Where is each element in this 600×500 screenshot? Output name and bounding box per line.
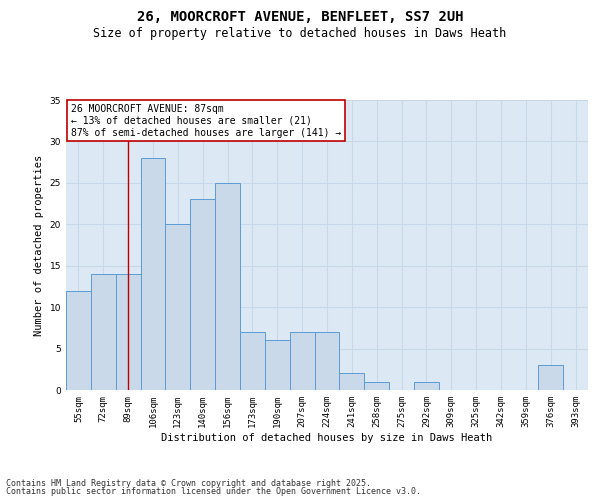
Bar — [538, 365, 563, 390]
Text: 26 MOORCROFT AVENUE: 87sqm
← 13% of detached houses are smaller (21)
87% of semi: 26 MOORCROFT AVENUE: 87sqm ← 13% of deta… — [71, 104, 341, 138]
Bar — [265, 340, 290, 390]
Bar — [116, 274, 140, 390]
Text: 26, MOORCROFT AVENUE, BENFLEET, SS7 2UH: 26, MOORCROFT AVENUE, BENFLEET, SS7 2UH — [137, 10, 463, 24]
Bar — [314, 332, 340, 390]
Y-axis label: Number of detached properties: Number of detached properties — [34, 154, 44, 336]
X-axis label: Distribution of detached houses by size in Daws Heath: Distribution of detached houses by size … — [161, 432, 493, 442]
Bar — [140, 158, 166, 390]
Bar — [66, 290, 91, 390]
Text: Contains public sector information licensed under the Open Government Licence v3: Contains public sector information licen… — [6, 487, 421, 496]
Bar — [340, 374, 364, 390]
Bar — [290, 332, 314, 390]
Text: Contains HM Land Registry data © Crown copyright and database right 2025.: Contains HM Land Registry data © Crown c… — [6, 478, 371, 488]
Bar — [364, 382, 389, 390]
Bar — [91, 274, 116, 390]
Bar — [414, 382, 439, 390]
Text: Size of property relative to detached houses in Daws Heath: Size of property relative to detached ho… — [94, 28, 506, 40]
Bar — [166, 224, 190, 390]
Bar — [240, 332, 265, 390]
Bar — [215, 183, 240, 390]
Bar — [190, 200, 215, 390]
